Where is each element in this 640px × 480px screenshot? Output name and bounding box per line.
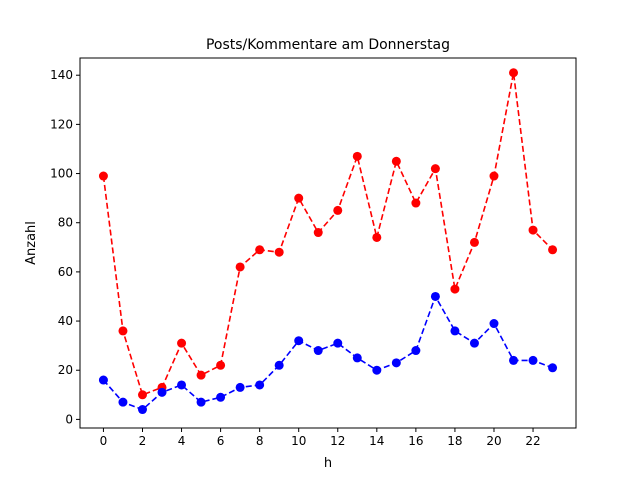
data-point-posts (372, 232, 382, 242)
data-point-posts (411, 198, 421, 208)
chart-title: Posts/Kommentare am Donnerstag (206, 37, 450, 53)
data-point-posts (548, 245, 558, 255)
data-point-kommentare (118, 397, 128, 407)
data-point-kommentare (235, 382, 245, 392)
data-point-posts (196, 370, 206, 380)
data-point-posts (509, 68, 519, 78)
data-point-kommentare (372, 365, 382, 375)
x-tick-label: 16 (408, 434, 423, 448)
data-point-posts (352, 151, 362, 161)
y-tick-label: 40 (58, 314, 73, 328)
x-tick-label: 10 (291, 434, 306, 448)
data-point-kommentare (391, 358, 401, 368)
data-point-kommentare (548, 363, 558, 373)
data-point-kommentare (430, 291, 440, 301)
data-point-posts (333, 205, 343, 215)
x-tick-label: 20 (486, 434, 501, 448)
data-point-posts (294, 193, 304, 203)
data-point-kommentare (157, 387, 167, 397)
y-tick-label: 80 (58, 216, 73, 230)
x-tick-label: 18 (447, 434, 462, 448)
x-tick-label: 2 (139, 434, 147, 448)
data-point-kommentare (196, 397, 206, 407)
data-point-kommentare (469, 338, 479, 348)
data-point-kommentare (313, 346, 323, 356)
y-tick-label: 100 (50, 167, 73, 181)
data-point-posts (391, 156, 401, 166)
data-point-kommentare (216, 392, 226, 402)
data-point-posts (118, 326, 128, 336)
data-point-posts (98, 171, 108, 181)
data-point-kommentare (352, 353, 362, 363)
y-axis-label: Anzahl (24, 221, 39, 265)
data-point-kommentare (274, 360, 284, 370)
data-point-kommentare (294, 336, 304, 346)
series-line-kommentare (102, 294, 553, 411)
data-point-kommentare (137, 405, 147, 415)
series-line-posts (102, 72, 554, 396)
data-point-posts (216, 360, 226, 370)
data-point-posts (235, 262, 245, 272)
data-point-kommentare (255, 380, 265, 390)
x-tick-label: 12 (330, 434, 345, 448)
data-point-posts (255, 245, 265, 255)
data-point-kommentare (509, 355, 519, 365)
x-tick-label: 8 (256, 434, 264, 448)
x-tick-label: 6 (217, 434, 225, 448)
x-tick-label: 0 (100, 434, 108, 448)
x-tick-label: 14 (369, 434, 384, 448)
y-tick-label: 20 (58, 363, 73, 377)
data-point-kommentare (450, 326, 460, 336)
data-point-posts (274, 247, 284, 257)
data-point-posts (450, 284, 460, 294)
y-tick-label: 120 (50, 117, 73, 131)
y-tick-label: 0 (65, 412, 73, 426)
data-point-kommentare (333, 338, 343, 348)
data-point-posts (489, 171, 499, 181)
x-tick-label: 4 (178, 434, 186, 448)
data-point-kommentare (489, 319, 499, 329)
y-tick-label: 140 (50, 68, 73, 82)
data-point-posts (177, 338, 187, 348)
x-axis-label: h (324, 456, 332, 471)
data-point-posts (313, 228, 323, 238)
data-point-posts (430, 164, 440, 174)
y-tick-label: 60 (58, 265, 73, 279)
data-point-kommentare (528, 355, 538, 365)
data-point-kommentare (177, 380, 187, 390)
plot-frame (79, 57, 577, 429)
data-point-posts (137, 390, 147, 400)
data-point-kommentare (411, 346, 421, 356)
data-point-kommentare (98, 375, 108, 385)
data-point-posts (528, 225, 538, 235)
data-point-posts (469, 237, 479, 247)
x-tick-label: 22 (525, 434, 540, 448)
